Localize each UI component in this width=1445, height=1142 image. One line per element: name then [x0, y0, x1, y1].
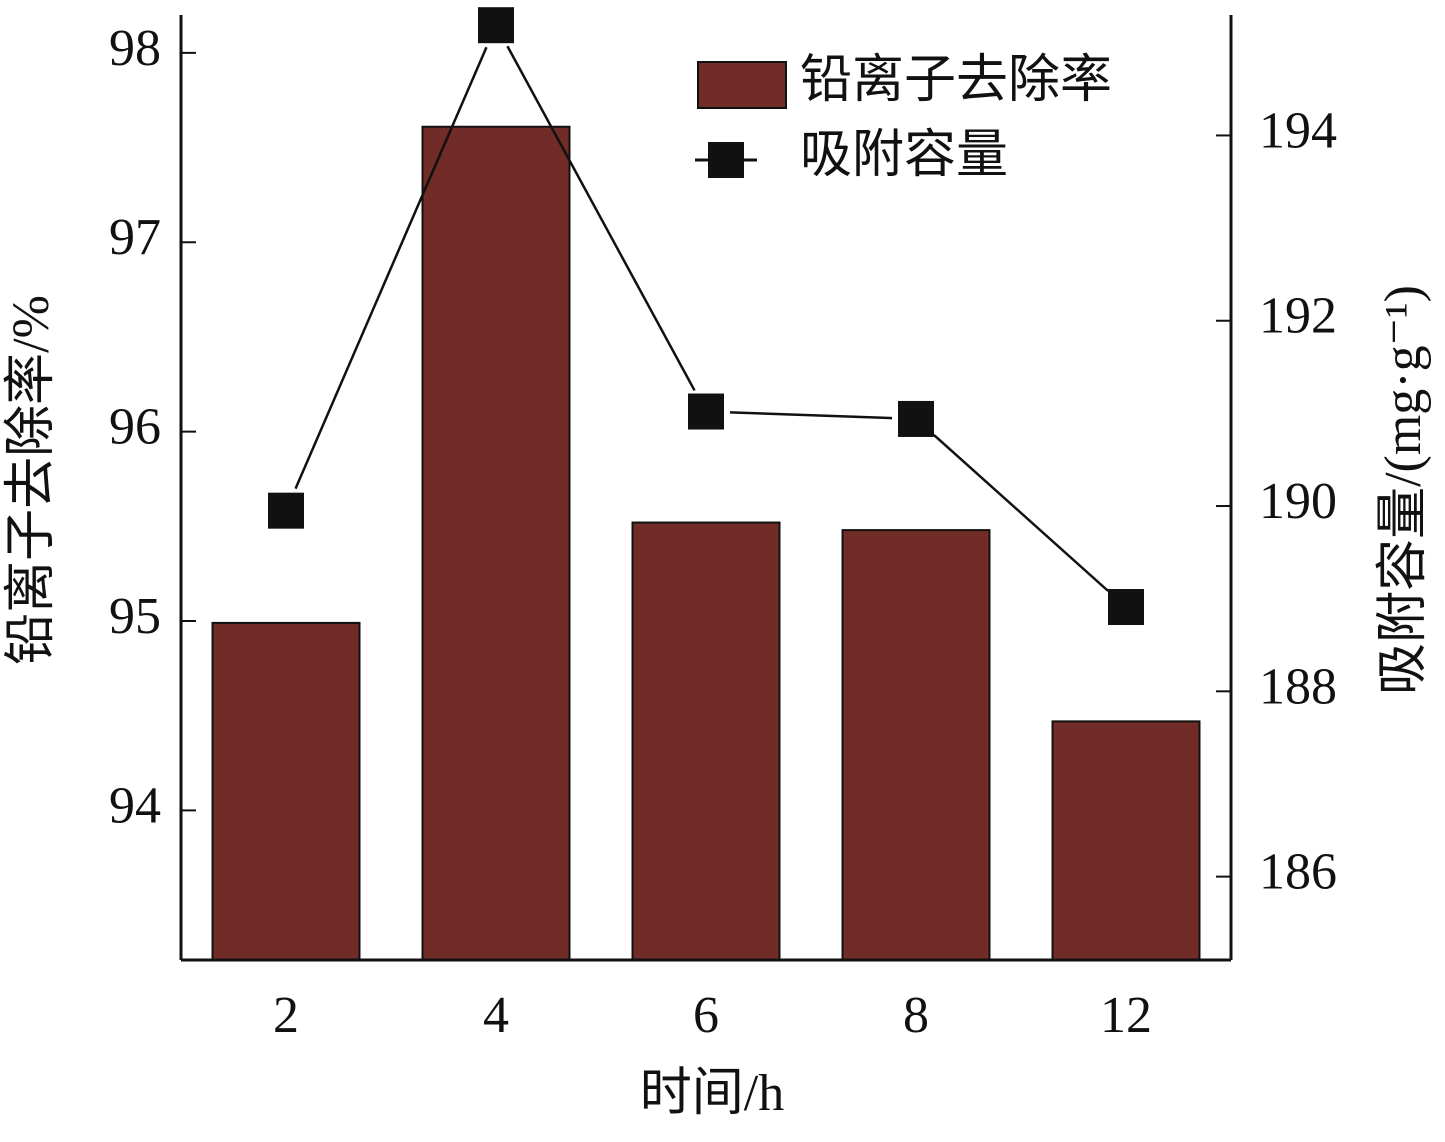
y-axis-title: 铅离子去除率/% — [3, 295, 60, 665]
y-tick-label: 94 — [109, 777, 161, 834]
x-tick-label: 2 — [273, 987, 299, 1044]
bar — [631, 521, 781, 962]
legend-label: 吸附容量 — [800, 127, 1008, 184]
y2-tick-label: 194 — [1259, 102, 1337, 159]
y2-axis-title: 吸附容量/(mg·g⁻¹) — [1375, 285, 1432, 695]
line-segment — [506, 45, 696, 392]
bar — [211, 621, 361, 961]
legend-swatch — [697, 61, 787, 109]
x-tick-label: 6 — [693, 987, 719, 1044]
y-tick-label: 97 — [109, 209, 161, 266]
marker — [478, 7, 514, 44]
legend-label: 铅离子去除率 — [800, 52, 1112, 109]
marker — [898, 400, 934, 437]
y2-tick-label: 192 — [1259, 288, 1337, 345]
x-tick-label: 8 — [903, 987, 929, 1044]
legend-marker — [708, 142, 744, 178]
marker — [688, 393, 724, 430]
x-axis-title: 时间/h — [640, 1065, 784, 1122]
marker — [1108, 589, 1144, 626]
line-segment — [933, 434, 1109, 592]
line-segment — [294, 46, 488, 490]
y2-tick-label: 188 — [1259, 658, 1337, 715]
x-tick-label: 4 — [483, 987, 509, 1044]
y2-tick-label: 190 — [1259, 473, 1337, 530]
marker — [268, 492, 304, 529]
y-tick-label: 96 — [109, 399, 161, 456]
bar — [421, 125, 571, 962]
y-tick-label: 98 — [109, 20, 161, 77]
y-tick-label: 95 — [109, 588, 161, 645]
bar — [1051, 720, 1201, 961]
bar — [841, 529, 991, 961]
y2-tick-label: 186 — [1259, 844, 1337, 901]
line-segment — [729, 411, 893, 420]
x-tick-label: 12 — [1100, 987, 1152, 1044]
